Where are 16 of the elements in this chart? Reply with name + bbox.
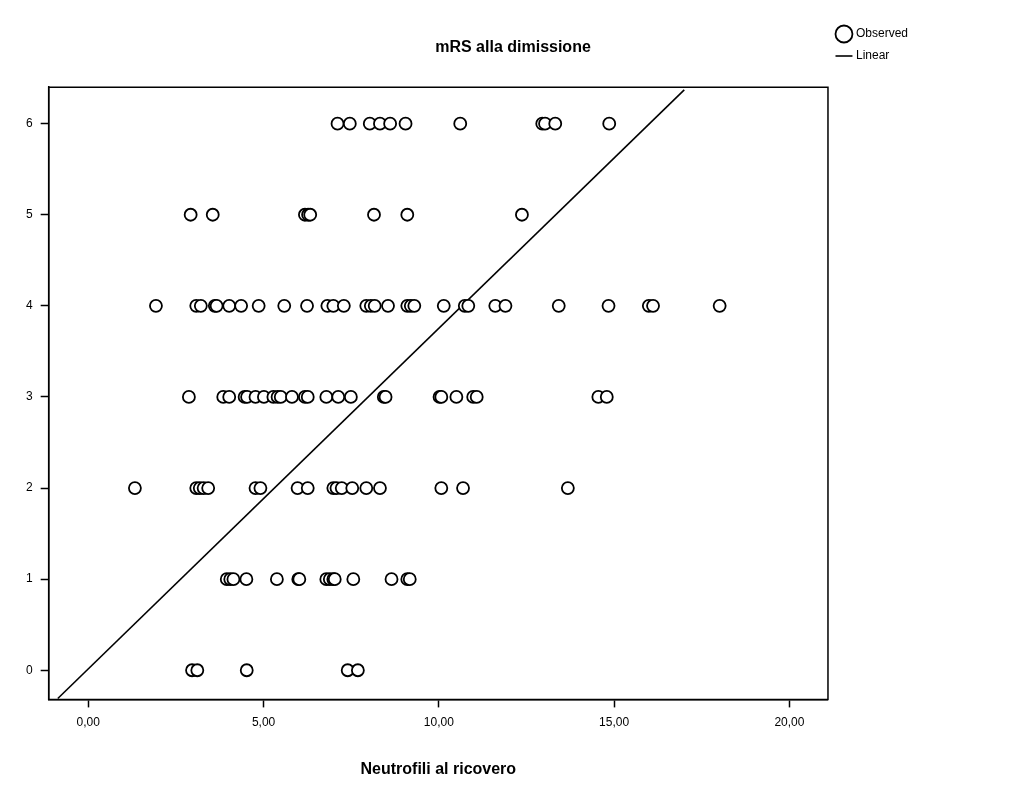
x-tick-label: 5,00: [251, 714, 276, 729]
y-tick-label: 0: [25, 662, 33, 677]
x-axis-title: Neutrofili al ricovero: [360, 759, 517, 777]
x-tick-label: 15,00: [599, 714, 630, 729]
legend-label: Observed: [855, 26, 909, 41]
y-tick-label: 4: [25, 298, 33, 313]
y-tick-label: 2: [25, 480, 33, 495]
x-tick-label: 10,00: [423, 714, 455, 729]
x-tick-label: 0,00: [76, 714, 101, 729]
y-tick-label: 5: [25, 207, 33, 222]
chart-title: mRS alla dimissione: [435, 38, 591, 56]
y-tick-label: 6: [25, 115, 33, 130]
y-tick-label: 3: [25, 389, 33, 404]
legend-label: Linear: [855, 48, 890, 63]
x-tick-label: 20,00: [774, 714, 805, 729]
y-tick-label: 1: [25, 571, 33, 586]
